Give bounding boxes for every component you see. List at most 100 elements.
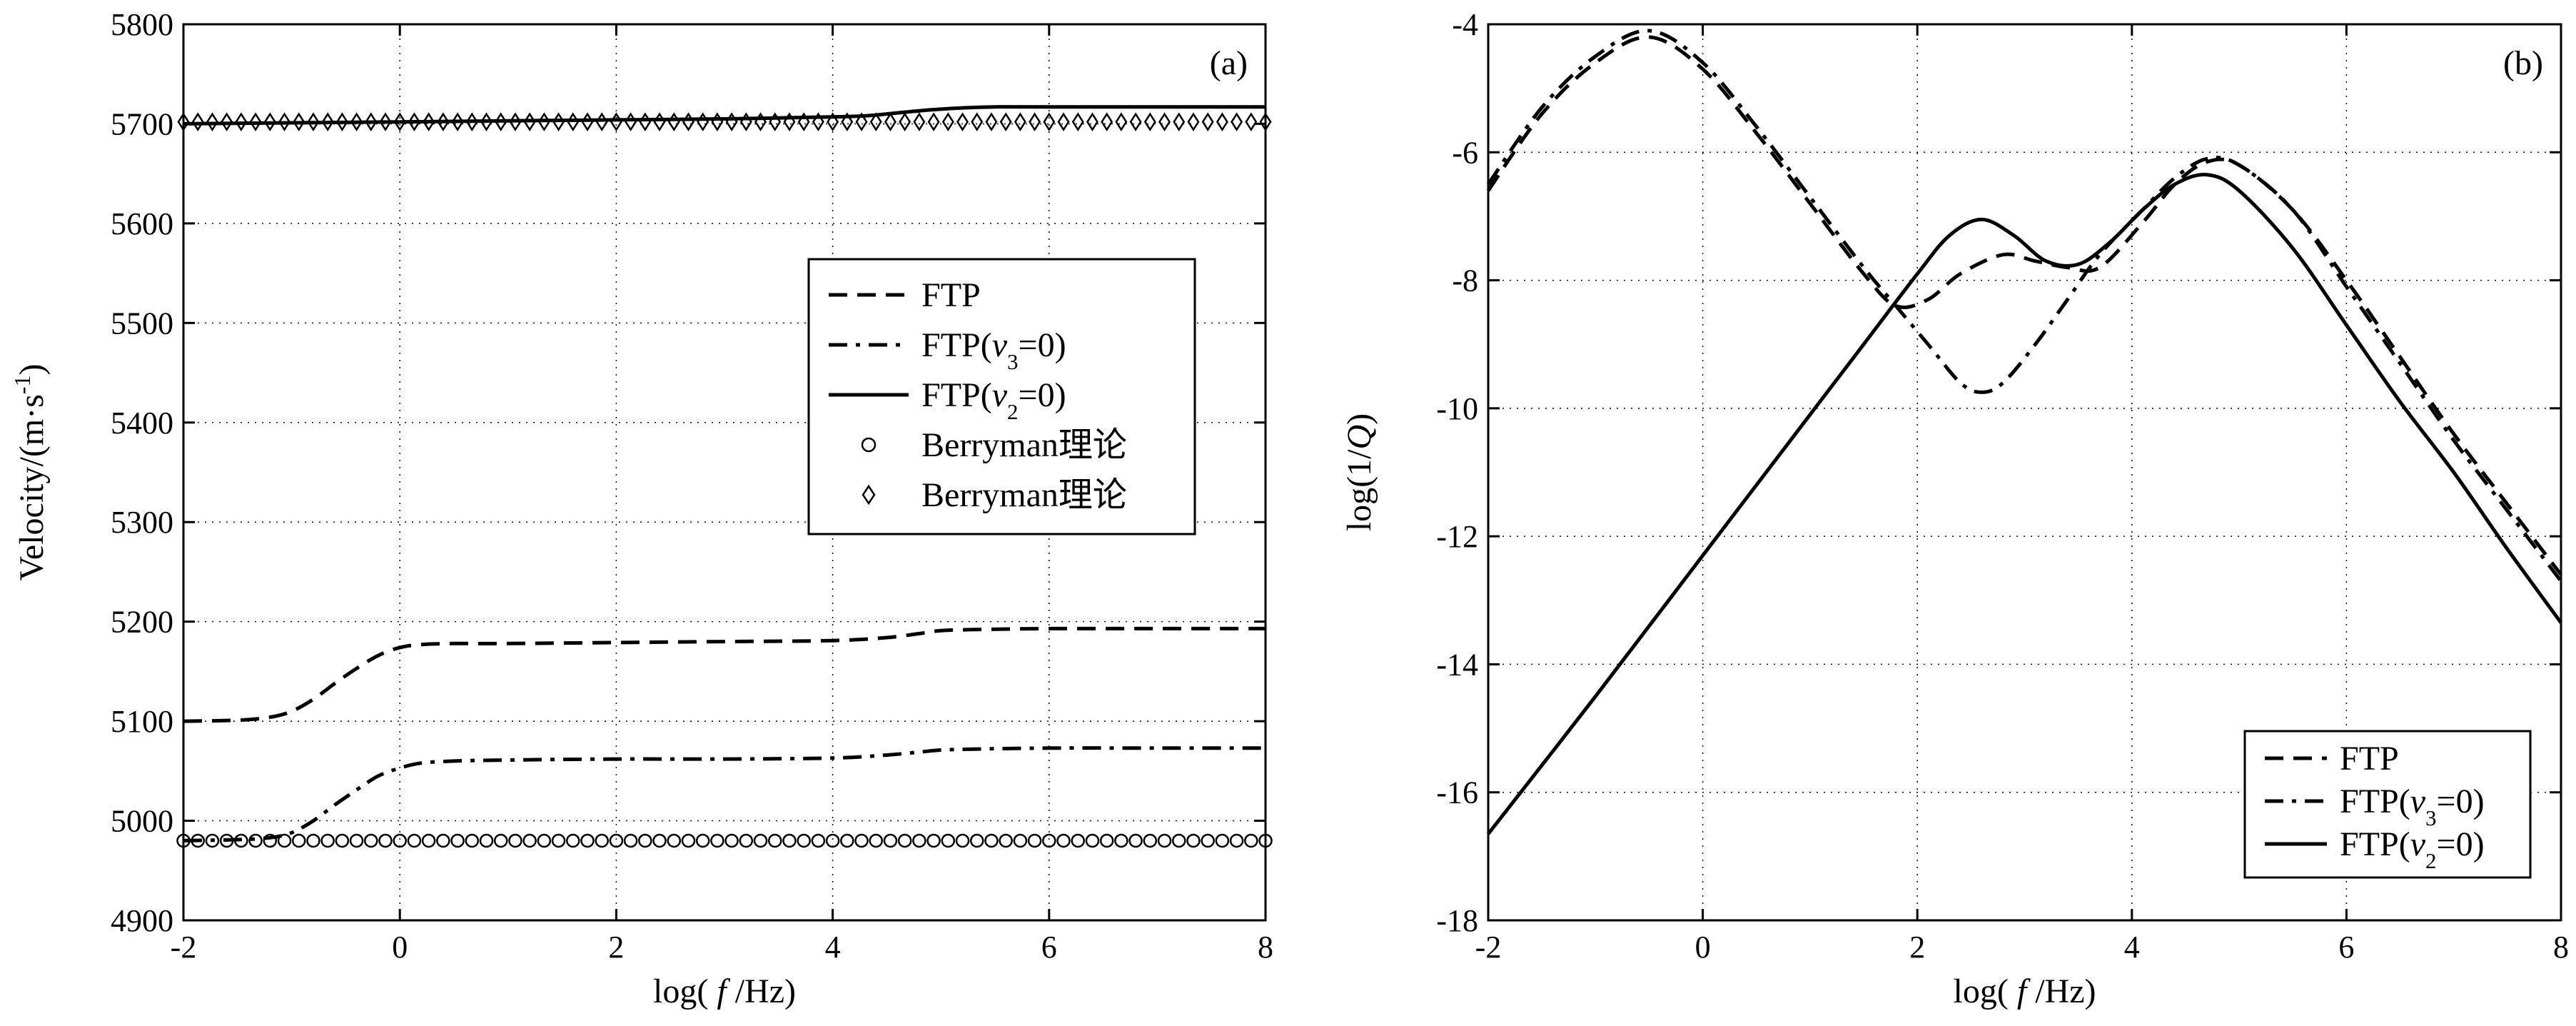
circle-marker: [263, 833, 278, 848]
x-tick-label: 6: [1041, 930, 1057, 965]
diamond-marker: [1216, 112, 1228, 131]
x-axis-label: log( f /Hz): [653, 972, 796, 1010]
diamond-marker: [783, 112, 796, 131]
legend-label: FTP(v2=0): [2340, 825, 2485, 873]
diamond-marker: [307, 112, 320, 131]
legend-entry: FTP(v3=0): [2265, 783, 2485, 830]
diamond-marker: [293, 112, 305, 131]
legend-box: [2243, 730, 2532, 879]
circle-marker: [912, 833, 926, 848]
circle-marker: [999, 833, 1013, 848]
diamond-marker: [754, 112, 767, 131]
circle-marker: [595, 833, 609, 848]
legend-label: FTP: [2340, 740, 2399, 778]
diamond-marker: [1173, 112, 1186, 131]
panel-label: (b): [2503, 44, 2543, 82]
x-axis-label: log( f /Hz): [1954, 972, 2096, 1010]
series-line-dashdot: [183, 746, 1266, 843]
diamond-marker: [653, 112, 666, 131]
circle-marker: [306, 833, 320, 848]
diamond-marker: [537, 112, 550, 131]
circle-marker: [1229, 833, 1244, 848]
circle-marker: [335, 833, 350, 848]
circle-marker: [1244, 833, 1258, 848]
circle-marker: [421, 833, 436, 848]
circle-marker: [609, 833, 624, 848]
diamond-marker: [855, 112, 868, 131]
x-tick-label: 0: [392, 930, 408, 965]
circle-marker: [522, 833, 537, 848]
circle-marker: [320, 833, 335, 848]
diamond-marker: [350, 112, 363, 131]
circle-marker: [955, 833, 970, 848]
y-tick-label: 5400: [111, 406, 173, 441]
legend-entry: FTP(v3=0): [829, 326, 1066, 374]
legend-diamond-marker: [862, 484, 876, 506]
circle-marker: [667, 833, 682, 848]
circle-marker: [465, 833, 480, 848]
circle-marker: [753, 833, 768, 848]
series-line-dashed: [1486, 35, 2562, 576]
x-tick-label: -2: [171, 930, 197, 965]
y-tick-label: -8: [1452, 263, 1478, 298]
circle-marker: [840, 833, 854, 848]
legend-label: Berryman理论: [921, 426, 1127, 464]
plot-frame: [182, 23, 1267, 922]
diamond-marker: [769, 112, 782, 131]
y-axis-label-group: Velocity/(m·s-1): [9, 364, 51, 581]
circle-marker: [652, 833, 667, 848]
diamond-marker: [321, 112, 334, 131]
circle-marker: [623, 833, 638, 848]
diamond-marker: [999, 112, 1012, 131]
circle-marker: [291, 833, 306, 848]
diamond-marker: [941, 112, 954, 131]
x-tick-label: 2: [608, 930, 624, 965]
circle-marker: [219, 833, 234, 848]
diamond-marker: [927, 112, 940, 131]
diamond-marker: [249, 112, 262, 131]
legend-entry: Berryman理论: [862, 476, 1127, 514]
chart-panel-a: -2 0 2 4 6 8 4900 5000 5100 5200 5300 5400 5500 5600 5…: [9, 7, 1273, 1010]
y-tick-label: 5300: [111, 505, 173, 540]
circle-marker: [854, 833, 869, 848]
circle-marker: [811, 833, 826, 848]
circle-marker: [479, 833, 494, 848]
legend-entry: FTP(v2=0): [2265, 825, 2485, 873]
x-tick-label: 6: [2338, 930, 2354, 965]
diamond-marker: [739, 112, 752, 131]
circle-marker: [349, 833, 364, 848]
diamond-marker: [812, 112, 824, 131]
y-tick-label: 5600: [111, 206, 173, 241]
circle-marker: [724, 833, 739, 848]
y-tick-label: -12: [1436, 519, 1478, 554]
circle-marker: [926, 833, 941, 848]
circle-marker: [984, 833, 999, 848]
diamond-marker: [985, 112, 998, 131]
diamond-marker: [509, 112, 522, 131]
circle-marker: [248, 833, 263, 848]
circle-marker: [825, 833, 840, 848]
legend-label: FTP(v3=0): [921, 326, 1066, 374]
diamond-marker: [567, 112, 580, 131]
diamond-marker: [711, 112, 724, 131]
diamond-marker: [884, 112, 896, 131]
circle-marker: [767, 833, 782, 848]
diamond-marker: [1143, 112, 1156, 131]
circle-marker: [1201, 833, 1215, 848]
y-tick-label: 4900: [111, 903, 173, 938]
diamond-marker: [869, 112, 882, 131]
diamond-marker: [437, 112, 450, 131]
circle-marker: [739, 833, 754, 848]
circle-marker: [551, 833, 566, 848]
circle-marker: [1085, 833, 1100, 848]
diamond-marker: [465, 112, 478, 131]
circle-marker: [407, 833, 422, 848]
circle-marker: [1099, 833, 1114, 848]
legend-label: Berryman理论: [921, 476, 1127, 514]
diamond-marker: [335, 112, 348, 131]
diamond-marker: [956, 112, 969, 131]
x-tick-label: 8: [1258, 930, 1273, 965]
circle-marker: [1042, 833, 1056, 848]
circle-marker: [897, 833, 912, 848]
diamond-marker: [827, 112, 839, 131]
